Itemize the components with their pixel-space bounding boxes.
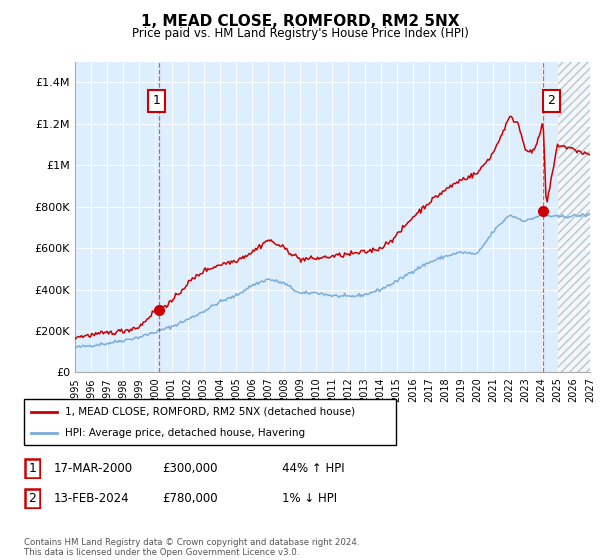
- Text: 1: 1: [28, 462, 37, 475]
- Text: 1% ↓ HPI: 1% ↓ HPI: [282, 492, 337, 505]
- Text: £780,000: £780,000: [162, 492, 218, 505]
- Text: 1: 1: [152, 95, 160, 108]
- Text: 1, MEAD CLOSE, ROMFORD, RM2 5NX: 1, MEAD CLOSE, ROMFORD, RM2 5NX: [141, 14, 459, 29]
- Text: 44% ↑ HPI: 44% ↑ HPI: [282, 462, 344, 475]
- Text: Price paid vs. HM Land Registry's House Price Index (HPI): Price paid vs. HM Land Registry's House …: [131, 27, 469, 40]
- Text: 2: 2: [28, 492, 37, 505]
- Text: 17-MAR-2000: 17-MAR-2000: [54, 462, 133, 475]
- FancyBboxPatch shape: [25, 489, 40, 508]
- Text: Contains HM Land Registry data © Crown copyright and database right 2024.
This d: Contains HM Land Registry data © Crown c…: [24, 538, 359, 557]
- FancyBboxPatch shape: [25, 459, 40, 478]
- Text: £300,000: £300,000: [162, 462, 218, 475]
- Text: HPI: Average price, detached house, Havering: HPI: Average price, detached house, Have…: [65, 428, 305, 438]
- Text: 2: 2: [548, 95, 556, 108]
- Text: 13-FEB-2024: 13-FEB-2024: [54, 492, 130, 505]
- Bar: [557, 62, 590, 372]
- Text: 1, MEAD CLOSE, ROMFORD, RM2 5NX (detached house): 1, MEAD CLOSE, ROMFORD, RM2 5NX (detache…: [65, 407, 355, 417]
